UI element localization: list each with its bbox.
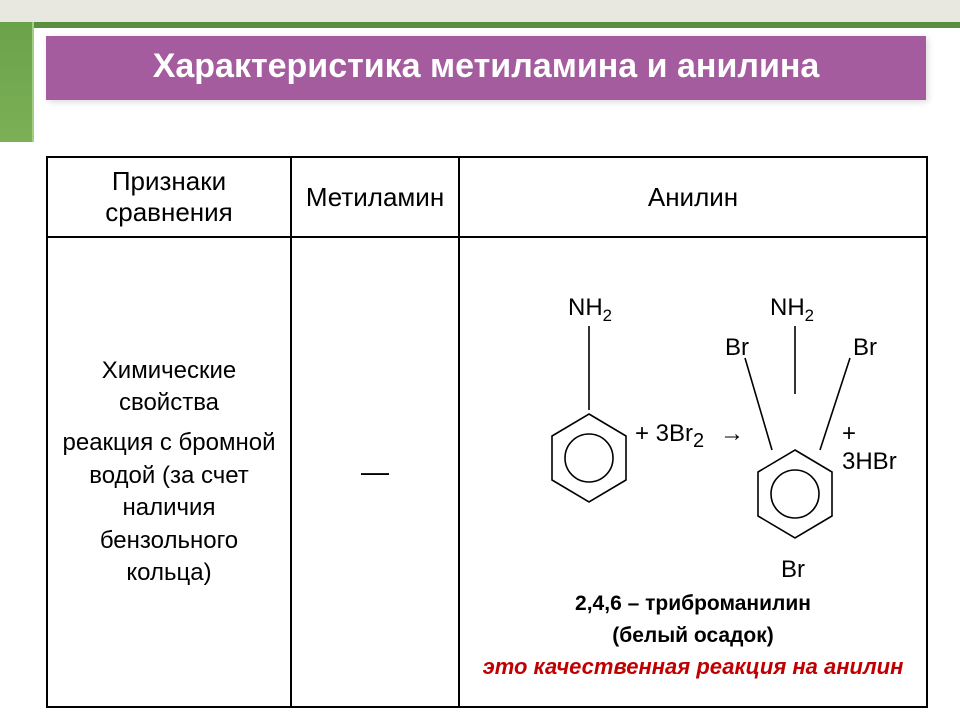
product-name: 2,4,6 – триброманилин [470,592,916,616]
br-bottom: Br [781,556,805,584]
nh2-left: NH2 [568,294,612,326]
comparison-table: Признаки сравнения Метиламин Анилин Хими… [46,156,928,708]
arrow: → [720,420,744,448]
feature-line2: реакция с бромной водой (за счет наличия… [58,427,280,589]
br-top-left: Br [725,334,749,362]
plus-3br2-sub: 2 [693,430,704,452]
left-stripe [0,22,34,142]
top-bar [0,0,960,22]
plus-3br2: + 3Br2 [635,420,704,453]
table-body-row: Химические свойства реакция с бромной во… [47,237,927,707]
methylamine-cell: — [291,237,459,707]
feature-line1: Химические свойства [58,355,280,420]
reaction-stage: NH2 NH2 Br Br Br + 3Br2 → + 3HBr [470,246,916,698]
nh2-left-sub: 2 [603,306,612,325]
nh2-left-text: NH [568,294,603,321]
nh2-right-sub: 2 [805,306,814,325]
br-top-right: Br [853,334,877,362]
benzene-left [546,410,632,511]
benzene-right-svg [752,446,838,542]
plus-3br2-text: + 3Br [635,420,693,447]
nh2-right: NH2 [770,294,814,326]
header-col2: Метиламин [291,157,459,237]
benzene-right [752,446,838,547]
feature-cell: Химические свойства реакция с бромной во… [47,237,291,707]
table-header-row: Признаки сравнения Метиламин Анилин [47,157,927,237]
aniline-cell: NH2 NH2 Br Br Br + 3Br2 → + 3HBr [459,237,927,707]
bond-right-tl [745,358,772,450]
benzene-left-svg [546,410,632,506]
plus-3hbr: + 3HBr [842,420,916,476]
slide: Характеристика метиламина и анилина Приз… [0,0,960,720]
qualitative-reaction: это качественная реакция на анилин [470,654,916,680]
horizontal-rule [34,22,960,28]
title-banner: Характеристика метиламина и анилина [46,36,926,100]
nh2-right-text: NH [770,294,805,321]
precipitate: (белый осадок) [470,624,916,648]
header-col3: Анилин [459,157,927,237]
header-col1: Признаки сравнения [47,157,291,237]
